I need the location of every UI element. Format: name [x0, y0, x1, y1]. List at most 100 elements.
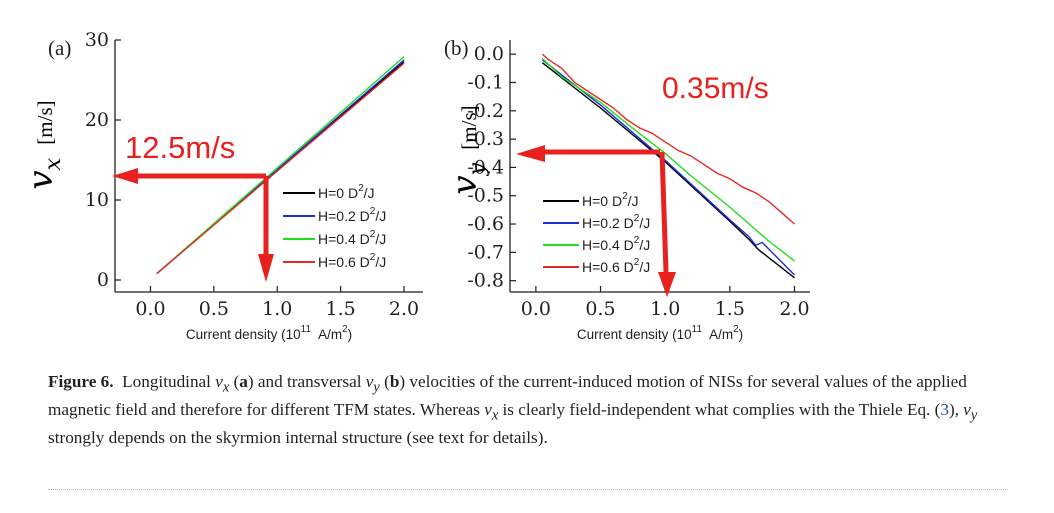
legend-entry-text: H=0 D — [582, 193, 622, 209]
y-tick-label: 30 — [85, 29, 109, 51]
legend-entry: H=0.4 D2/J — [318, 229, 386, 247]
annotation-label: 12.5m/s — [125, 130, 235, 165]
legend-entry-text: H=0.2 D — [582, 215, 634, 231]
figure-6: (a) 0 10 20 30 0.0 0.5 1.0 1.5 2.0 Current density… — [21, 29, 810, 342]
caption-vx2-symbol: v — [484, 399, 492, 419]
y-tick-label: -0.7 — [467, 241, 504, 263]
annotation-arrow-head — [516, 145, 545, 162]
series-line-3 — [156, 62, 405, 275]
legend-entry-text: H=0.4 D — [582, 237, 634, 253]
legend-entry-exponent: 2 — [370, 252, 376, 263]
caption-vx-sub: x — [222, 379, 230, 396]
x-axis-label-unit: A/m — [315, 327, 342, 342]
y-axis-label-symbol: v — [21, 170, 61, 189]
y-tick-label: 10 — [85, 189, 109, 211]
x-axis-label-exponent: 11 — [692, 324, 703, 335]
x-tick-label: 1.5 — [715, 298, 745, 320]
panel-a: (a) 0 10 20 30 0.0 0.5 1.0 1.5 2.0 Current density… — [21, 29, 423, 342]
y-axis-label: vx [m/s] — [21, 100, 66, 189]
x-axis-label-unit: A/m — [706, 327, 733, 342]
y-tick-label: -0.8 — [467, 270, 504, 292]
caption-text-3: ) velocities of the current-induced moti… — [48, 372, 967, 419]
caption-panel-a: a — [239, 372, 248, 391]
annotation-arrow-head — [658, 272, 676, 297]
caption-figure-label: Figure 6. — [48, 372, 114, 391]
y-axis-label-subscript: x — [41, 157, 66, 170]
panel-label: (b) — [444, 36, 469, 60]
y-tick-label: 20 — [85, 109, 109, 131]
y-tick-label: 0 — [97, 269, 109, 291]
annotation-label: 0.35m/s — [662, 72, 769, 105]
caption-text-4: is clearly field-independent what compli… — [498, 399, 941, 419]
x-tick-label: 1.5 — [326, 298, 356, 320]
x-tick-label: 2.0 — [779, 298, 809, 320]
panel-b: (b) 0.0-0.1-0.2-0.3-0.4-0.5-0.6-0.7-0.80.… — [444, 36, 810, 342]
caption-vx2-sub: x — [491, 407, 499, 424]
legend-entry: H=0.4 D2/J — [582, 235, 650, 253]
legend-entry-exponent: 2 — [622, 191, 628, 202]
caption-panel-b-open: ( — [379, 372, 390, 391]
y-tick-label: -0.6 — [467, 213, 504, 235]
x-tick-label: 0.5 — [585, 298, 615, 320]
caption-vy-sub: y — [373, 379, 380, 396]
x-axis-label-unit-exponent: 2 — [342, 324, 348, 335]
y-axis-label-subscript: y — [465, 162, 490, 176]
y-tick-label: -0.1 — [467, 71, 504, 93]
caption-panel-a-open: ( — [229, 372, 240, 391]
legend-entry: H=0.6 D2/J — [582, 257, 650, 275]
legend-entry-exponent: 2 — [634, 257, 640, 268]
legend-entry-text: H=0.2 D — [318, 208, 370, 224]
equation-reference-link[interactable]: 3 — [940, 399, 949, 419]
legend-entry-exponent: 2 — [370, 229, 376, 240]
x-axis-label-exponent: 11 — [301, 324, 312, 335]
caption-text-5: ), — [948, 399, 964, 419]
annotation-arrow-head — [112, 168, 138, 184]
y-axis-label-unit: [m/s] — [457, 105, 481, 155]
legend-entry-tail: /J — [639, 215, 650, 231]
separator-rule — [48, 489, 1008, 490]
x-tick-label: 0.5 — [199, 298, 229, 320]
legend-entry: H=0 D2/J — [582, 191, 639, 209]
caption-vy2-symbol: v — [963, 399, 971, 419]
y-tick-label: -0.4 — [467, 156, 504, 178]
y-tick-label: 0.0 — [474, 43, 504, 65]
x-axis-label-close: ) — [739, 327, 744, 342]
x-tick-label: 2.0 — [389, 298, 419, 320]
series-line-1 — [541, 59, 795, 276]
figure-caption: Figure 6. Longitudinal vx (a) and transv… — [48, 371, 1008, 449]
annotation-arrow-head — [258, 254, 274, 282]
caption-text-6: strongly depends on the skyrmion interna… — [48, 427, 548, 447]
legend-entry: H=0 D2/J — [318, 183, 375, 201]
caption-panel-b: b — [389, 372, 400, 391]
legend-entry-text: H=0.4 D — [318, 231, 370, 247]
legend-entry: H=0.6 D2/J — [318, 252, 386, 270]
y-axis-label-symbol: v — [445, 175, 485, 194]
legend-entry-text: H=0.6 D — [318, 254, 370, 270]
x-tick-label: 0.0 — [135, 298, 165, 320]
legend-entry-exponent: 2 — [358, 183, 364, 194]
legend-entry-text: H=0 D — [318, 185, 358, 201]
series-line-0 — [541, 62, 795, 279]
y-tick-label: -0.2 — [467, 100, 504, 122]
y-axis-label: vy [m/s] — [445, 105, 490, 194]
caption-vy-symbol: v — [365, 372, 374, 391]
legend-entry-text: H=0.6 D — [582, 259, 634, 275]
x-axis-label-close: ) — [348, 327, 353, 342]
legend-entry: H=0.2 D2/J — [318, 206, 386, 224]
legend-entry-exponent: 2 — [370, 206, 376, 217]
legend-entry-exponent: 2 — [634, 213, 640, 224]
x-tick-label: 1.0 — [262, 298, 292, 320]
x-axis-label-unit-exponent: 2 — [733, 324, 739, 335]
y-tick-label: -0.5 — [467, 185, 504, 207]
legend-entry: H=0.2 D2/J — [582, 213, 650, 231]
x-tick-label: 0.0 — [521, 298, 551, 320]
legend-entry-tail: /J — [375, 254, 386, 270]
legend-entry-tail: /J — [639, 237, 650, 253]
legend-entry-tail: /J — [364, 185, 375, 201]
series-line-2 — [156, 56, 405, 275]
caption-vx-symbol: v — [215, 372, 223, 391]
legend-entry-exponent: 2 — [634, 235, 640, 246]
x-axis-label: Current density (1011 A/m2) — [186, 324, 352, 342]
y-axis-label-unit: [m/s] — [33, 100, 57, 150]
series-line-2 — [541, 57, 795, 262]
